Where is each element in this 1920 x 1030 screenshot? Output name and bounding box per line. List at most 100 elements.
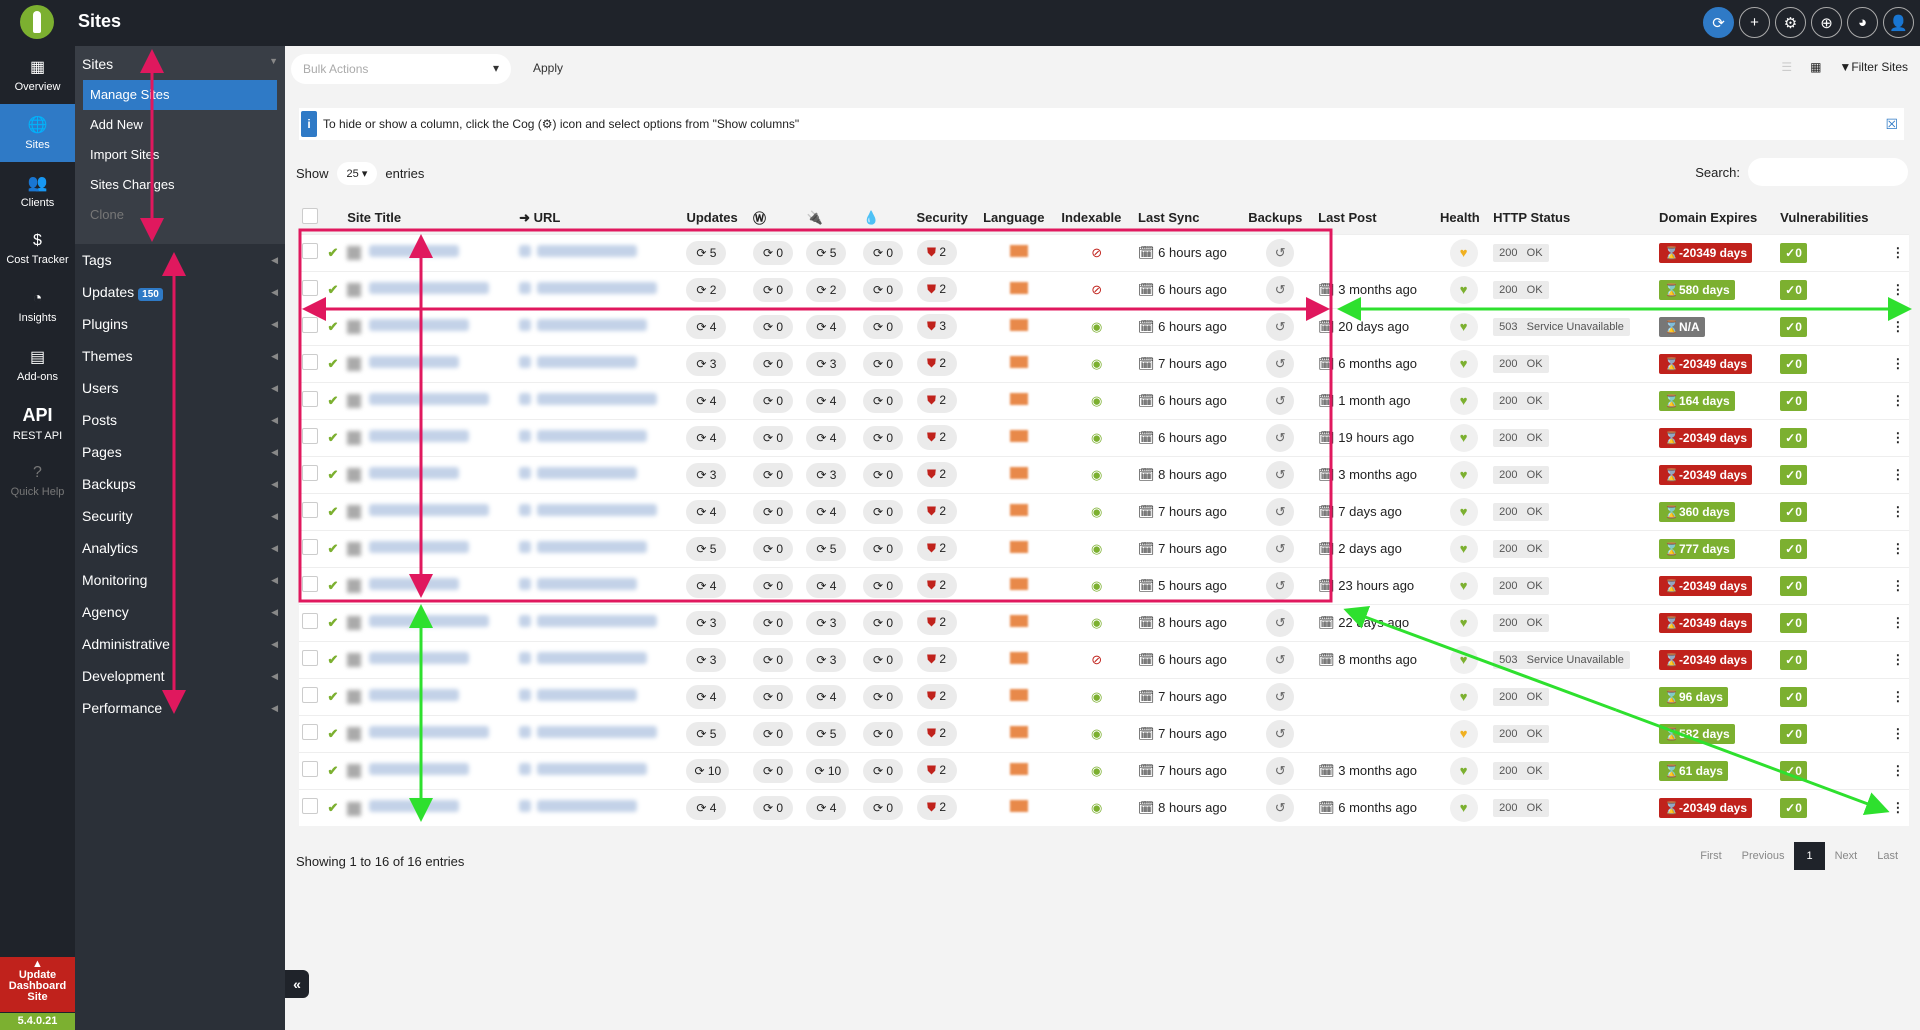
row-checkbox[interactable]	[299, 603, 325, 641]
security-pill[interactable]: ⛊ 2	[916, 425, 957, 450]
row-checkbox[interactable]	[299, 714, 325, 752]
security-pill[interactable]: ⛊ 2	[916, 240, 957, 265]
backup-history-icon[interactable]: ↺	[1266, 756, 1295, 785]
col-header[interactable]: ➜ URL	[519, 209, 561, 225]
site-title[interactable]	[344, 233, 517, 271]
updates-pill[interactable]: ⟳ 5	[686, 240, 727, 265]
col-header[interactable]: Health	[1440, 210, 1480, 226]
plugin-updates-pill[interactable]: ⟳ 5	[806, 721, 847, 746]
health-heart-icon[interactable]: ♥	[1449, 386, 1478, 415]
row-actions-menu-icon[interactable]: ⋮	[1886, 307, 1909, 345]
row-checkbox[interactable]	[299, 455, 325, 493]
site-title[interactable]	[344, 529, 517, 567]
site-url[interactable]	[516, 751, 684, 789]
menu-item-plugins[interactable]: Plugins ◀	[82, 316, 278, 332]
theme-updates-pill[interactable]: ⟳ 0	[863, 240, 904, 265]
menu-item-administrative[interactable]: Administrative ◀	[82, 636, 278, 652]
row-checkbox[interactable]	[299, 677, 325, 715]
site-url[interactable]	[516, 455, 684, 493]
menu-item-monitoring[interactable]: Monitoring ◀	[82, 572, 278, 588]
menu-item-themes[interactable]: Themes ◀	[82, 348, 278, 364]
update-dashboard-button[interactable]: ▲ Update Dashboard Site	[0, 957, 75, 1012]
rail-item-rest-api[interactable]: API REST API	[12, 404, 63, 442]
col-header[interactable]: Site Title	[347, 210, 402, 226]
wp-updates-pill[interactable]: ⟳ 0	[753, 314, 793, 339]
health-heart-icon[interactable]: ♥	[1449, 423, 1478, 452]
plugin-updates-pill[interactable]: ⟳ 4	[806, 314, 847, 339]
rail-item-add-ons[interactable]: ▤ Add-ons	[17, 349, 58, 383]
updates-pill[interactable]: ⟳ 3	[686, 462, 727, 487]
row-checkbox[interactable]	[299, 233, 325, 271]
col-header[interactable]: HTTP Status	[1493, 210, 1571, 226]
site-url[interactable]	[516, 344, 684, 382]
theme-updates-pill[interactable]: ⟳ 0	[863, 610, 904, 635]
updates-pill[interactable]: ⟳ 4	[686, 499, 727, 524]
backup-history-icon[interactable]: ↺	[1266, 460, 1295, 489]
user-icon[interactable]: 👤	[1883, 7, 1914, 38]
backup-history-icon[interactable]: ↺	[1266, 275, 1295, 304]
site-title[interactable]	[344, 270, 517, 308]
security-pill[interactable]: ⛊ 2	[916, 684, 957, 709]
site-url[interactable]	[516, 603, 684, 641]
plugin-updates-pill[interactable]: ⟳ 4	[806, 795, 847, 820]
gear-icon[interactable]: ⚙	[1775, 7, 1806, 38]
security-pill[interactable]: ⛊ 2	[916, 388, 957, 413]
menu-item-pages[interactable]: Pages ◀	[82, 444, 278, 460]
security-pill[interactable]: ⛊ 2	[916, 573, 957, 598]
search-input[interactable]	[1748, 158, 1908, 186]
wp-updates-pill[interactable]: ⟳ 0	[753, 277, 793, 302]
updates-pill[interactable]: ⟳ 5	[686, 536, 727, 561]
plugin-updates-pill[interactable]: ⟳ 3	[806, 647, 847, 672]
vulnerabilities-badge[interactable]: ✓0	[1780, 797, 1807, 818]
col-header[interactable]: Security	[916, 210, 968, 226]
list-view-icon[interactable]: ☰	[1781, 60, 1793, 74]
col-header[interactable]: Vulnerabilities	[1780, 210, 1869, 226]
rail-item-cost-tracker[interactable]: $ Cost Tracker	[6, 232, 69, 266]
security-pill[interactable]: ⛊ 3	[916, 314, 957, 339]
menu-item-agency[interactable]: Agency ◀	[82, 604, 278, 620]
wp-updates-pill[interactable]: ⟳ 0	[753, 536, 793, 561]
menu-item-posts[interactable]: Posts ◀	[82, 412, 278, 428]
row-actions-menu-icon[interactable]: ⋮	[1886, 677, 1909, 715]
row-checkbox[interactable]	[299, 270, 325, 308]
menu-item-analytics[interactable]: Analytics ◀	[82, 540, 278, 556]
site-url[interactable]	[516, 566, 684, 604]
entries-per-page-select[interactable]: 25 ▾	[336, 162, 378, 185]
col-header[interactable]: Last Sync	[1138, 210, 1200, 226]
plugin-updates-pill[interactable]: ⟳ 4	[806, 573, 847, 598]
col-header[interactable]: Backups	[1248, 210, 1303, 226]
site-title[interactable]	[344, 714, 517, 752]
col-wordpress-icon[interactable]: Ⓦ	[750, 202, 803, 234]
site-url[interactable]	[516, 270, 684, 308]
backup-history-icon[interactable]: ↺	[1266, 682, 1295, 711]
row-actions-menu-icon[interactable]: ⋮	[1886, 381, 1909, 419]
backup-history-icon[interactable]: ↺	[1266, 608, 1295, 637]
updates-pill[interactable]: ⟳ 3	[686, 351, 727, 376]
col-plugin-icon[interactable]: 🔌	[803, 202, 860, 234]
rail-item-sites[interactable]: 🌐 Sites	[0, 104, 75, 162]
menu-item-tags[interactable]: Tags ◀	[82, 252, 278, 268]
pager-first[interactable]: First	[1700, 850, 1722, 862]
health-heart-icon[interactable]: ♥	[1449, 534, 1478, 563]
health-heart-icon[interactable]: ♥	[1449, 571, 1478, 600]
vulnerabilities-badge[interactable]: ✓0	[1780, 501, 1807, 522]
plugin-updates-pill[interactable]: ⟳ 3	[806, 462, 847, 487]
globe-icon[interactable]: ⊕	[1811, 7, 1842, 38]
menu-item-users[interactable]: Users ◀	[82, 380, 278, 396]
security-pill[interactable]: ⛊ 2	[916, 462, 957, 487]
vulnerabilities-badge[interactable]: ✓0	[1780, 353, 1807, 374]
health-heart-icon[interactable]: ♥	[1449, 756, 1478, 785]
vulnerabilities-badge[interactable]: ✓0	[1780, 760, 1807, 781]
row-checkbox[interactable]	[299, 344, 325, 382]
submenu-link[interactable]: Add New	[90, 117, 143, 132]
menu-item-updates[interactable]: Updates 150 ◀	[82, 284, 278, 301]
collapse-sidebar-button[interactable]: «	[285, 970, 309, 998]
filter-sites-button[interactable]: ▼Filter Sites	[1839, 60, 1908, 74]
backup-history-icon[interactable]: ↺	[1266, 534, 1295, 563]
health-heart-icon[interactable]: ♥	[1449, 349, 1478, 378]
health-heart-icon[interactable]: ♥	[1449, 682, 1478, 711]
submenu-link[interactable]: Sites Changes	[90, 177, 175, 192]
theme-updates-pill[interactable]: ⟳ 0	[863, 647, 904, 672]
health-heart-icon[interactable]: ♥	[1449, 275, 1478, 304]
col-header[interactable]: Updates	[686, 210, 738, 226]
